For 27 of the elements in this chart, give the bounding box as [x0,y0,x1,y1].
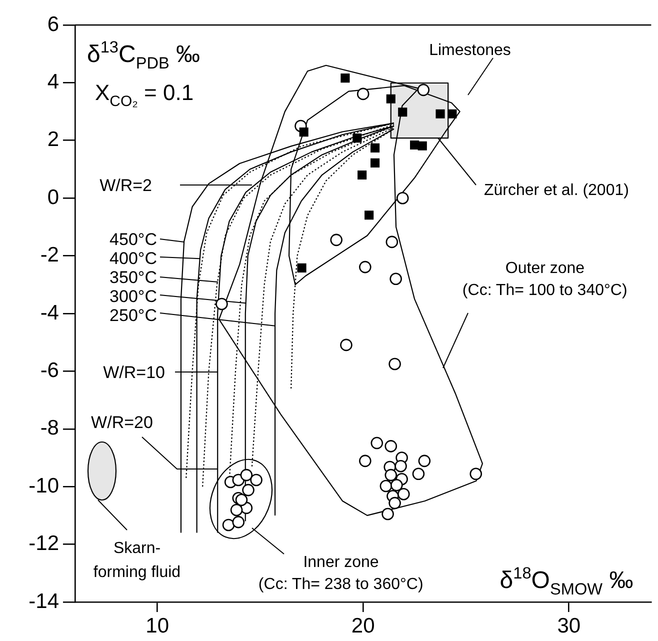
annotation: 400°C [110,249,158,268]
y-tick-label: 0 [47,186,59,209]
y-tick-label: -4 [40,301,60,324]
y-tick-label: 4 [47,70,60,94]
annotation: 450°C [110,230,158,249]
x-tick-label: 20 [351,614,375,638]
annotation: Inner zone (Cc: Th= 238 to 360°C) [258,554,424,593]
annotation: 300°C [110,287,158,306]
y-tick-label: -12 [28,532,59,556]
annotation: 350°C [110,268,158,287]
y-tick-label: -10 [28,474,59,498]
x-tick-label: 30 [557,614,581,638]
y-tick-label: 6 [47,12,59,36]
annotation: W/R=20 [91,413,153,432]
y-tick-label: 2 [47,128,59,152]
y-tick-label: -8 [40,416,59,440]
annotation: W/R=10 [103,363,166,382]
y-tick-label: -6 [40,358,59,382]
y-tick-label: -14 [28,590,60,613]
annotation: Skarn- forming fluid [93,540,181,581]
y-tick-label: -2 [40,244,59,267]
annotation: Zürcher et al. (2001) [484,182,629,199]
annotation: W/R=2 [100,176,152,195]
annotation: 250°C [110,306,158,325]
x-tick-label: 10 [146,614,169,638]
annotation: Outer zone (Cc: Th= 100 to 340°C) [462,260,628,299]
annotation: Limestones [429,42,511,59]
